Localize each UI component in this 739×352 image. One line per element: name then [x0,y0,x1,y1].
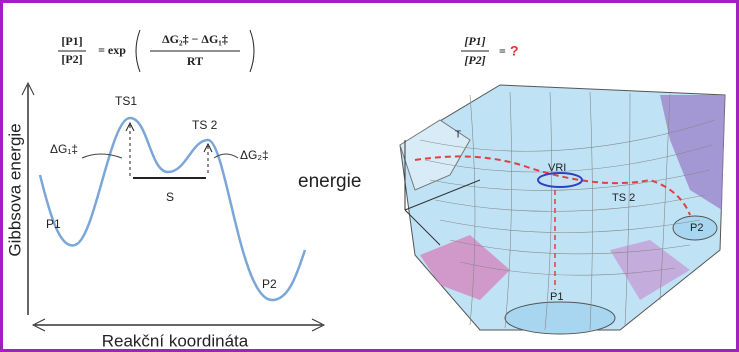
ts1-label: T [455,130,461,141]
intermediate-label: S [166,190,174,204]
formula-denominator: [P2] [464,53,485,67]
x-axis-label: Reakční koordináta [102,331,249,350]
energy-label: energie [298,171,361,192]
ts2-label: TS 2 [192,118,218,132]
dg2-label: ΔG₂‡ [240,148,269,162]
dg1-label: ΔG₁‡ [50,142,78,156]
p1-label: P1 [46,217,61,231]
formula-rhs-numerator: ΔG₂‡ − ΔG₁‡ [162,32,228,46]
formula-unknown: ? [510,43,519,59]
p1-label: P1 [550,291,563,303]
p2-label: P2 [262,277,277,291]
formula-rhs-denominator: RT [187,54,203,68]
page: [P1] [P2] = exp ΔG₂‡ − ΔG₁‡ RT Gibbsova … [0,0,739,352]
vri-label: VRI [548,162,566,174]
diagram: [P1] [P2] = exp ΔG₂‡ − ΔG₁‡ RT Gibbsova … [0,0,739,352]
p1-basin [505,302,615,334]
formula-numerator: [P1] [61,34,82,48]
formula-denominator: [P2] [61,52,82,66]
ts1-label: TS1 [115,94,137,108]
formula-operator: = exp [98,43,126,57]
formula-equals: = [499,44,506,58]
formula-numerator: [P1] [464,34,485,48]
y-axis-label: Gibbsova energie [5,123,24,256]
p2-label: P2 [690,222,703,234]
ts2-label: TS 2 [612,192,635,204]
